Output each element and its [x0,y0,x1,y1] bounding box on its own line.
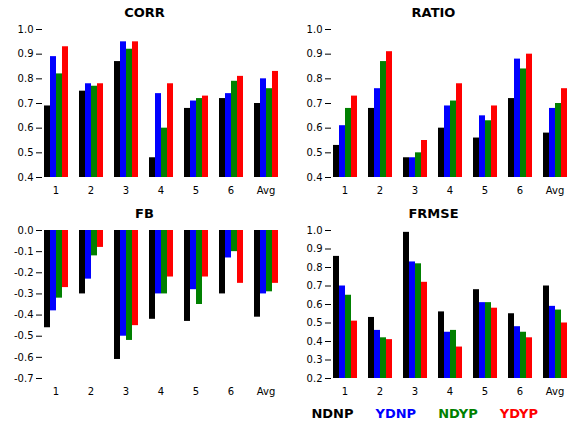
svg-text:4: 4 [447,185,453,196]
svg-text:3: 3 [412,386,418,397]
svg-text:0.2: 0.2 [307,373,323,384]
svg-text:6: 6 [228,185,234,196]
svg-text:1: 1 [342,386,348,397]
svg-text:1.0: 1.0 [307,24,323,35]
svg-text:0.8: 0.8 [307,73,323,84]
svg-text:0.6: 0.6 [18,122,34,133]
svg-text:-0.6: -0.6 [14,352,34,363]
svg-text:Avg: Avg [257,386,276,397]
svg-text:2: 2 [88,185,94,196]
svg-text:-0.1: -0.1 [14,246,34,257]
svg-text:0.3: 0.3 [307,354,323,365]
html-text:YDYP: YDYP [499,406,538,421]
svg-text:5: 5 [482,386,488,397]
svg-text:2: 2 [88,386,94,397]
svg-text:0.4: 0.4 [307,172,323,183]
svg-text:-0.5: -0.5 [14,330,34,341]
svg-text:Avg: Avg [546,185,565,196]
svg-text:1.0: 1.0 [18,24,34,35]
svg-text:3: 3 [123,185,129,196]
svg-text:0.6: 0.6 [307,122,323,133]
svg-text:0.0: 0.0 [18,225,34,236]
svg-text:0.8: 0.8 [307,262,323,273]
html-text:FRMSE: FRMSE [408,206,459,221]
svg-text:0.5: 0.5 [307,317,323,328]
svg-text:-0.7: -0.7 [14,373,34,384]
svg-text:0.9: 0.9 [307,243,323,254]
svg-text:0.5: 0.5 [18,147,34,158]
svg-text:0.4: 0.4 [307,336,323,347]
svg-text:6: 6 [517,185,523,196]
svg-text:0.7: 0.7 [18,98,34,109]
svg-text:0.4: 0.4 [18,172,34,183]
svg-text:1: 1 [342,185,348,196]
svg-text:-0.3: -0.3 [14,288,34,299]
svg-text:1: 1 [53,386,59,397]
svg-text:-0.4: -0.4 [14,309,34,320]
html-text:FB: FB [135,206,154,221]
svg-text:5: 5 [482,185,488,196]
svg-text:5: 5 [193,185,199,196]
svg-text:-0.2: -0.2 [14,267,34,278]
svg-text:4: 4 [158,386,164,397]
svg-text:3: 3 [123,386,129,397]
svg-text:2: 2 [377,386,383,397]
html-text:RATIO: RATIO [411,5,456,20]
svg-text:3: 3 [412,185,418,196]
svg-text:5: 5 [193,386,199,397]
svg-text:0.6: 0.6 [307,299,323,310]
svg-text:Avg: Avg [257,185,276,196]
svg-text:0.5: 0.5 [307,147,323,158]
svg-text:0.7: 0.7 [307,280,323,291]
svg-text:2: 2 [377,185,383,196]
svg-text:0.9: 0.9 [18,48,34,59]
svg-text:4: 4 [158,185,164,196]
svg-text:1.0: 1.0 [307,225,323,236]
html-text:NDNP: NDNP [311,406,354,421]
html-text:YDNP: YDNP [375,406,417,421]
svg-text:6: 6 [517,386,523,397]
svg-text:1: 1 [53,185,59,196]
svg-text:0.7: 0.7 [307,98,323,109]
svg-text:0.9: 0.9 [307,48,323,59]
svg-text:4: 4 [447,386,453,397]
html-text:CORR: CORR [124,5,165,20]
html-text:NDYP: NDYP [438,406,478,421]
svg-text:0.8: 0.8 [18,73,34,84]
svg-text:6: 6 [228,386,234,397]
svg-text:Avg: Avg [546,386,565,397]
